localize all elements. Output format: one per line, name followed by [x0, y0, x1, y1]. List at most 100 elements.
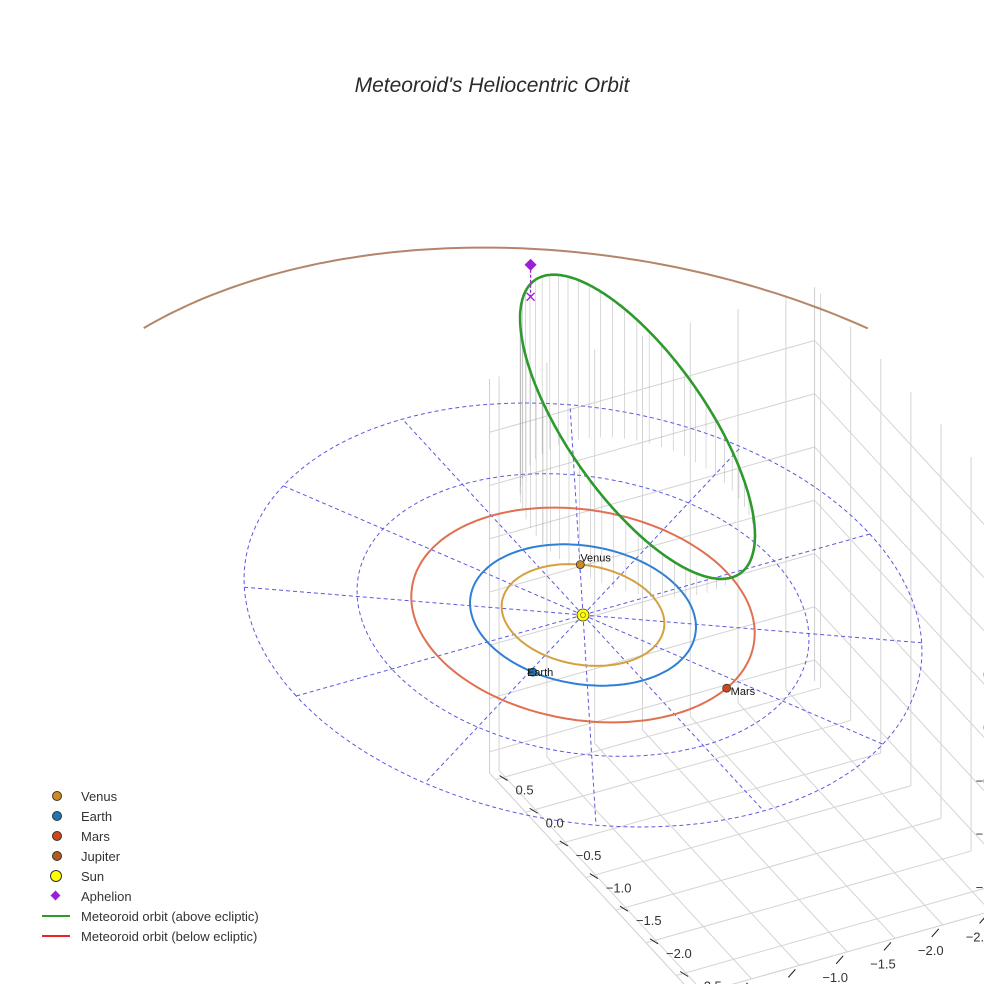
- x-tick-label: −2.5: [966, 929, 984, 944]
- legend-item[interactable]: Mars: [40, 826, 259, 846]
- grid-line: [642, 729, 848, 953]
- box-edge: [489, 772, 685, 984]
- y-tick-label: 0.5: [516, 783, 534, 798]
- venus-marker: [575, 560, 585, 570]
- y-tick-label: −1.0: [606, 881, 632, 896]
- sun-marker-icon: [50, 870, 62, 882]
- orbit-above-line-icon: [42, 915, 70, 917]
- legend-symbol: [40, 866, 72, 886]
- grid-line: [489, 446, 815, 540]
- legend-symbol: [40, 926, 72, 946]
- grid-line: [689, 716, 896, 939]
- grid-line: [495, 687, 821, 781]
- ecliptic-spoke: [569, 404, 584, 616]
- y-tick-mark: [619, 905, 629, 912]
- grid-line: [814, 393, 984, 579]
- y-tick-label: −1.5: [636, 913, 662, 928]
- ecliptic-spoke: [424, 614, 584, 784]
- earth-label: Earth: [527, 667, 553, 679]
- x-tick-mark: [883, 942, 892, 951]
- venus-label: Venus: [580, 553, 611, 565]
- jupiter-orbit-layer: [143, 246, 869, 330]
- earth-orbit-line: [468, 543, 698, 687]
- legend-item[interactable]: Aphelion: [40, 886, 259, 906]
- legend-symbol: [40, 886, 72, 906]
- ecliptic-reference-grid: [243, 402, 923, 828]
- meteoroid-orbit: [518, 273, 757, 598]
- grid-line: [489, 552, 815, 646]
- ecliptic-ring: [243, 402, 923, 828]
- earth-marker: [528, 667, 538, 677]
- x-tick-label: −2.0: [918, 943, 944, 958]
- orbit-above-ecliptic-line: [518, 273, 757, 581]
- legend-symbol: [40, 806, 72, 826]
- ecliptic-spoke: [582, 446, 742, 616]
- legend-symbol: [40, 786, 72, 806]
- legend-item[interactable]: Meteoroid orbit (below ecliptic): [40, 926, 259, 946]
- ecliptic-spoke: [244, 586, 584, 616]
- venus-marker-icon: [52, 791, 62, 801]
- legend-symbol: [40, 906, 72, 926]
- x-tick-mark: [931, 928, 940, 938]
- z-tick-label: −1.5: [976, 880, 984, 895]
- ecliptic-spoke: [582, 614, 884, 745]
- y-tick-mark: [589, 873, 599, 879]
- sun-core: [580, 612, 586, 618]
- legend-symbol: [40, 846, 72, 866]
- grid-line: [785, 689, 984, 906]
- y-tick-label: −2.5: [696, 979, 722, 984]
- legend: Venus Earth Mars Jupiter Sun Aphelion Me…: [40, 786, 259, 946]
- y-tick-mark: [529, 807, 538, 814]
- sun-marker: [576, 608, 590, 622]
- z-tick-label: −1.0: [976, 827, 984, 842]
- x-tick-mark: [787, 969, 796, 978]
- x-tick-label: −1.5: [870, 956, 896, 971]
- grid-line: [525, 719, 851, 813]
- jupiter-orbit-line: [143, 246, 869, 330]
- legend-label: Venus: [81, 788, 118, 804]
- markers: Venus Earth Mars: [524, 258, 756, 698]
- legend-label: Aphelion: [81, 888, 132, 904]
- grid-line: [594, 743, 800, 966]
- legend-item[interactable]: Jupiter: [40, 846, 259, 866]
- grid-line: [585, 785, 912, 879]
- grid-line: [615, 817, 942, 911]
- venus-orbit-line: [500, 563, 666, 667]
- legend-item[interactable]: Venus: [40, 786, 259, 806]
- y-tick-mark: [499, 775, 508, 782]
- legend-item[interactable]: Sun: [40, 866, 259, 886]
- grid-line: [555, 752, 881, 846]
- earth-marker-icon: [52, 811, 62, 821]
- mars-marker-icon: [52, 831, 62, 841]
- grid-line: [814, 340, 984, 526]
- x-tick-label: −1.0: [822, 970, 848, 984]
- grid-line: [814, 659, 984, 845]
- box-edge: [731, 912, 984, 984]
- grid-line: [489, 393, 815, 487]
- ecliptic-spoke: [582, 614, 764, 812]
- legend-item[interactable]: Earth: [40, 806, 259, 826]
- legend-item[interactable]: Meteoroid orbit (above ecliptic): [40, 906, 259, 926]
- grid-line: [489, 659, 815, 753]
- grid-line: [546, 756, 752, 980]
- y-tick-mark: [679, 971, 689, 977]
- aphelion-projection-marker: [526, 292, 536, 302]
- legend-label: Meteoroid orbit (above ecliptic): [81, 908, 259, 924]
- grid-line: [489, 339, 815, 433]
- z-tick-label: −0.5: [976, 773, 984, 788]
- orbit-below-line-icon: [42, 935, 70, 937]
- mars-label: Mars: [731, 686, 756, 698]
- legend-label: Earth: [81, 808, 113, 824]
- x-tick-mark: [835, 955, 844, 965]
- ecliptic-spoke: [582, 614, 922, 644]
- y-tick-mark: [649, 938, 659, 945]
- y-tick-mark: [559, 840, 569, 847]
- y-tick-label: −2.0: [666, 946, 692, 961]
- x-tick-mark: [979, 917, 984, 924]
- grid-line: [489, 606, 815, 700]
- grid-line: [814, 499, 984, 685]
- jupiter-marker-icon: [52, 851, 62, 861]
- grid-line: [737, 702, 944, 926]
- planet-orbits: [410, 506, 756, 724]
